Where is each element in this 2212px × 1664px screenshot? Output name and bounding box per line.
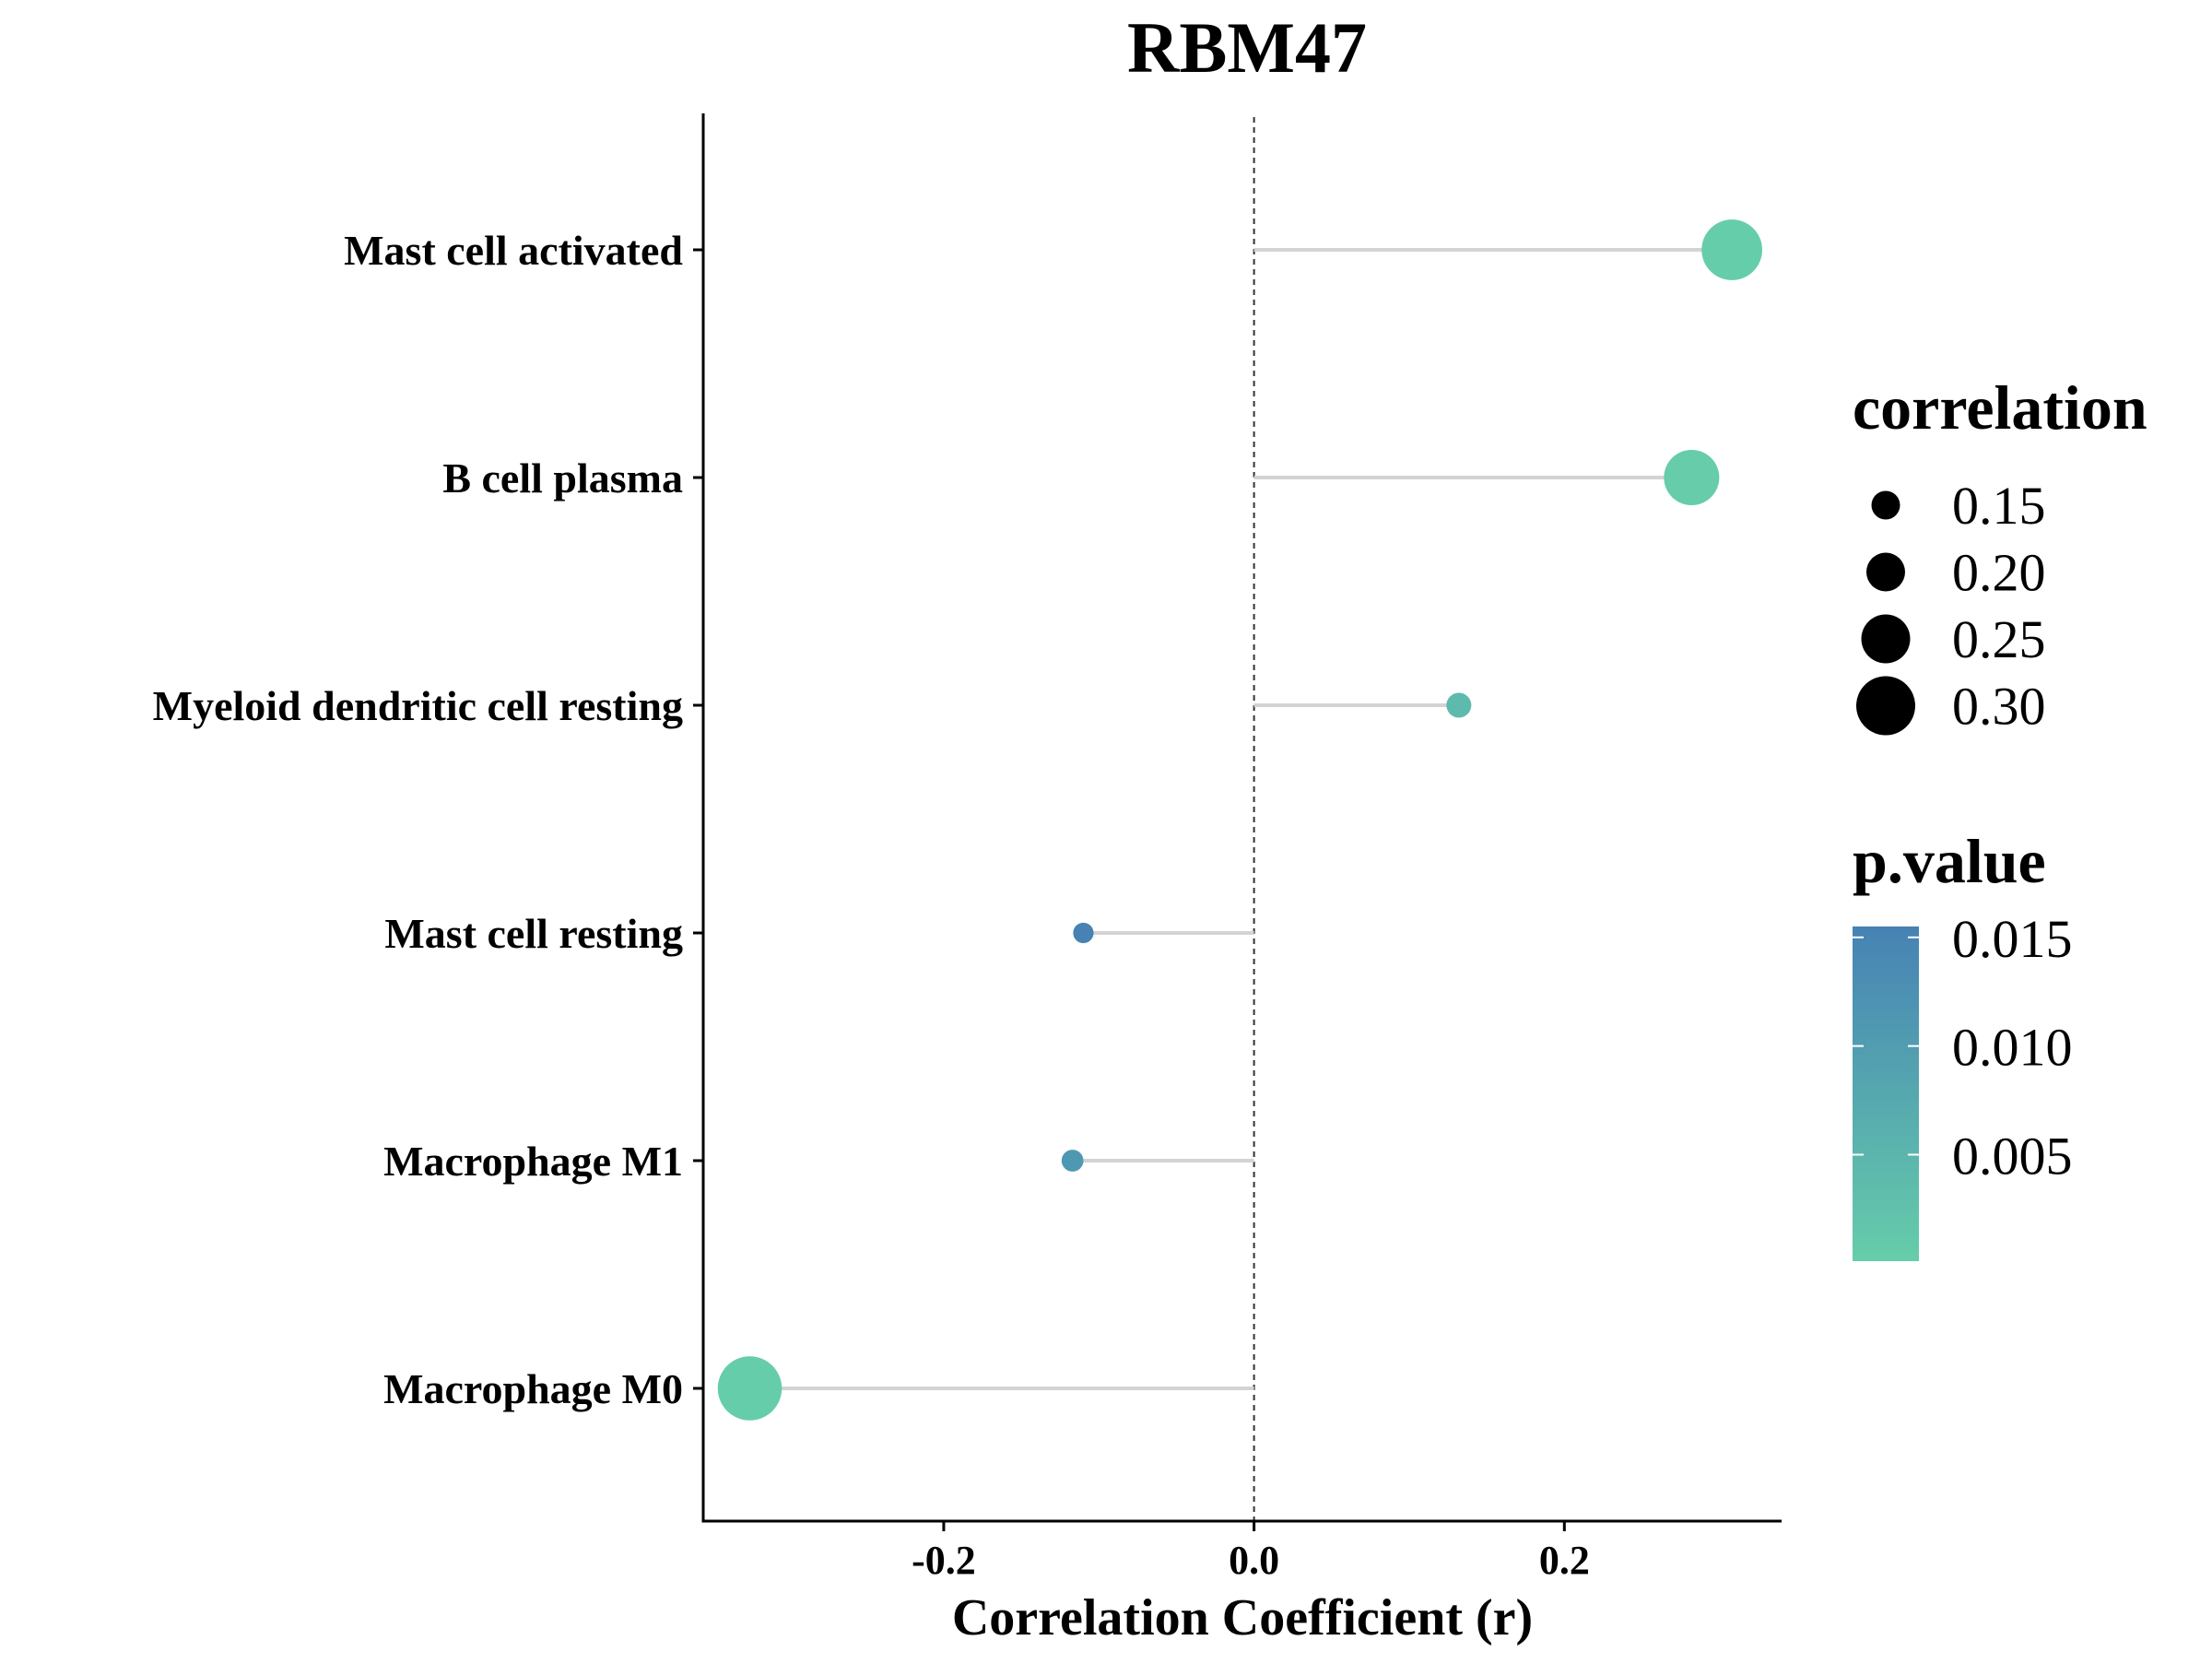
category-label: Macrophage M0 bbox=[383, 1365, 683, 1412]
lollipop-point bbox=[717, 1356, 782, 1421]
x-tick-label: -0.2 bbox=[912, 1538, 976, 1583]
lollipop-point bbox=[1073, 922, 1094, 944]
color-legend-title: p.value bbox=[1853, 826, 2046, 896]
color-legend-label: 0.015 bbox=[1952, 909, 2073, 969]
size-legend-key bbox=[1866, 552, 1905, 592]
color-legend-label: 0.010 bbox=[1952, 1018, 2073, 1078]
size-legend-key bbox=[1856, 676, 1915, 736]
size-legend-label: 0.30 bbox=[1952, 677, 2046, 737]
x-tick-label: 0.2 bbox=[1539, 1538, 1590, 1583]
chart-title: RBM47 bbox=[1127, 7, 1367, 88]
x-axis-title: Correlation Coefficient (r) bbox=[952, 1589, 1533, 1646]
lollipop-point bbox=[1701, 219, 1763, 280]
size-legend-label: 0.15 bbox=[1952, 476, 2046, 536]
size-legend-title: correlation bbox=[1853, 372, 2147, 443]
category-label: Macrophage M1 bbox=[383, 1138, 683, 1185]
size-legend-label: 0.25 bbox=[1952, 609, 2046, 669]
color-legend-bar bbox=[1853, 926, 1919, 1261]
size-legend-label: 0.20 bbox=[1952, 543, 2046, 603]
category-label: Myeloid dendritic cell resting bbox=[153, 682, 683, 729]
category-label: B cell plasma bbox=[442, 454, 683, 502]
category-label: Mast cell activated bbox=[344, 227, 683, 274]
size-legend-key bbox=[1871, 490, 1900, 520]
category-label: Mast cell resting bbox=[384, 910, 683, 957]
x-tick-label: 0.0 bbox=[1229, 1538, 1279, 1583]
lollipop-point bbox=[1061, 1150, 1084, 1172]
lollipop-point bbox=[1446, 692, 1472, 718]
size-legend-key bbox=[1861, 614, 1911, 664]
color-legend-label: 0.005 bbox=[1952, 1127, 2073, 1186]
lollipop-point bbox=[1664, 449, 1720, 506]
